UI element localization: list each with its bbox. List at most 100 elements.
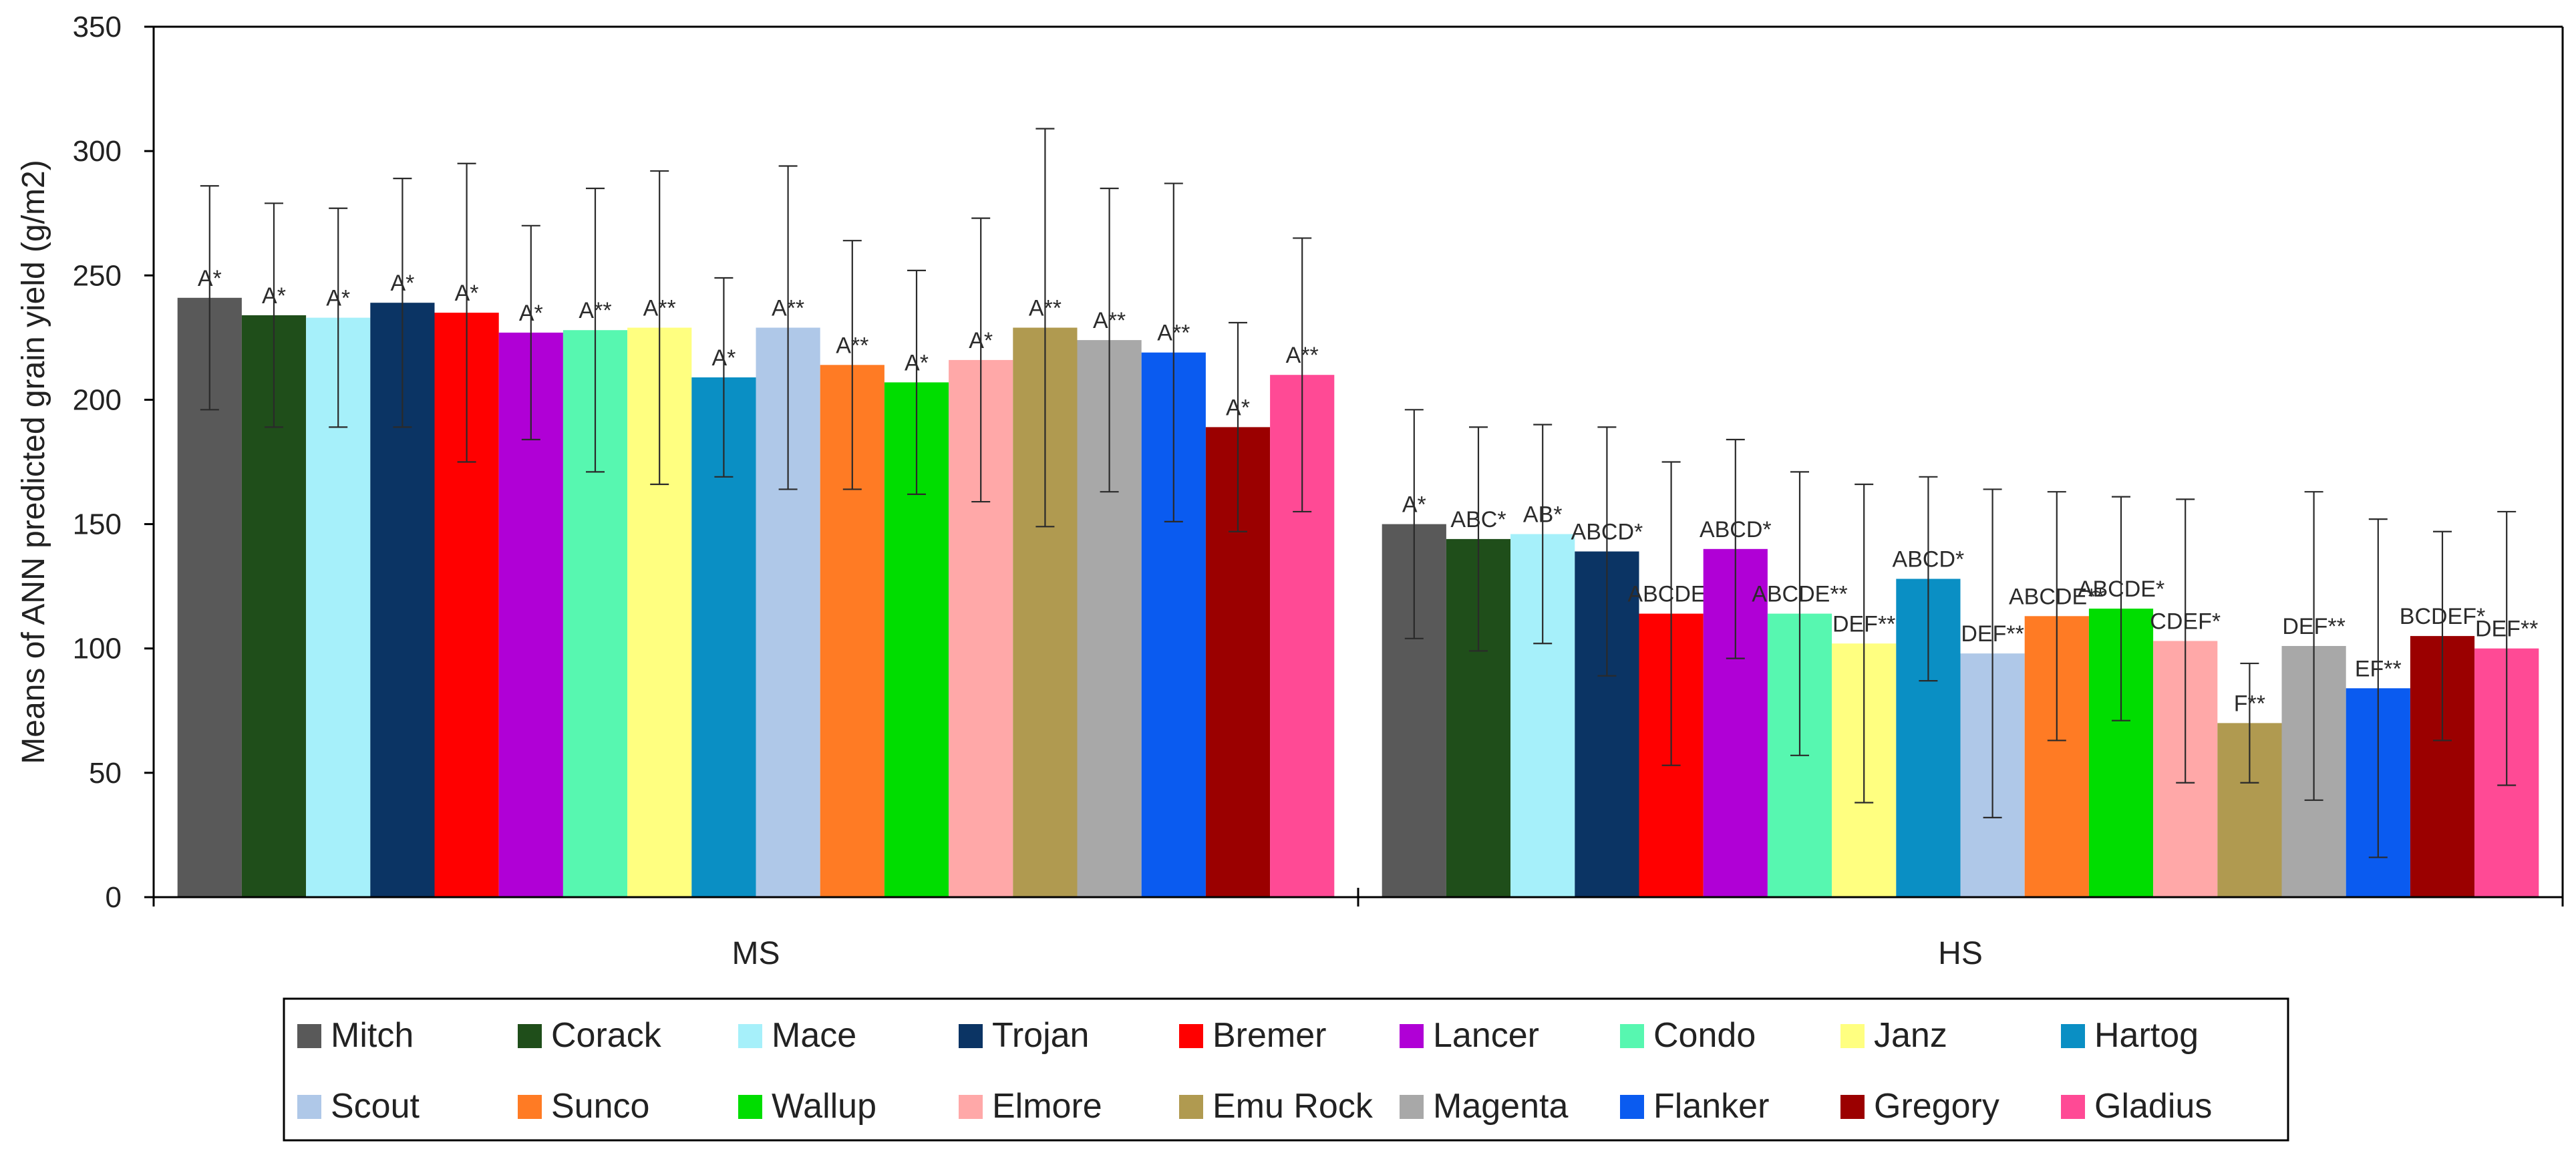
y-tick-label-150: 150 — [73, 508, 122, 541]
error-bar-ms-gladius — [1293, 237, 1312, 513]
legend-item-sunco: Sunco — [518, 1087, 649, 1126]
data-label-ms-flanker: A** — [1157, 321, 1190, 346]
legend-label: Sunco — [551, 1087, 649, 1126]
legend-item-mitch: Mitch — [297, 1016, 414, 1055]
error-bar-hs-scout — [1983, 488, 2002, 818]
y-axis-title: Means of ANN predicted grain yield (g/m2… — [16, 160, 51, 764]
error-bar-ms-elmore — [971, 217, 991, 503]
error-bar-ms-flanker — [1164, 182, 1183, 522]
error-bar-ms-janz — [650, 170, 669, 486]
data-label-hs-mitch: A* — [1402, 492, 1426, 518]
legend-label: Elmore — [992, 1087, 1102, 1126]
legend-label: Janz — [1874, 1016, 1947, 1055]
legend-box — [283, 997, 2289, 1142]
data-label-ms-gladius: A** — [1286, 343, 1319, 368]
legend-item-gladius: Gladius — [2061, 1087, 2212, 1126]
legend-swatch — [959, 1095, 983, 1119]
error-bar-ms-mitch — [200, 185, 219, 411]
data-label-hs-trojan: ABCD* — [1571, 520, 1643, 545]
error-bar-hs-hartog — [1919, 476, 1938, 682]
y-tick-label-250: 250 — [73, 259, 122, 292]
legend-item-emu-rock: Emu Rock — [1179, 1087, 1374, 1126]
legend-item-gregory: Gregory — [1840, 1087, 1999, 1126]
legend-label: Trojan — [992, 1016, 1089, 1055]
legend-label: Mace — [772, 1016, 856, 1055]
error-bar-ms-magenta — [1100, 187, 1119, 493]
data-label-ms-corack: A* — [262, 283, 286, 309]
data-label-hs-lancer: ABCD* — [1700, 517, 1772, 542]
legend-item-janz: Janz — [1840, 1016, 1947, 1055]
legend-swatch — [297, 1024, 321, 1048]
error-bar-ms-condo — [586, 187, 605, 473]
legend-label: Lancer — [1433, 1016, 1539, 1055]
data-label-hs-elmore: CDEF* — [2150, 609, 2221, 635]
data-label-ms-emu-rock: A** — [1029, 296, 1062, 321]
data-label-hs-condo: ABCDE** — [1752, 582, 1848, 607]
legend-swatch — [1620, 1024, 1644, 1048]
data-label-hs-magenta: DEF** — [2282, 614, 2345, 639]
y-tick-label-200: 200 — [73, 383, 122, 416]
legend-label: Magenta — [1433, 1087, 1568, 1126]
legend-swatch — [738, 1095, 762, 1119]
error-bar-hs-emu-rock — [2240, 662, 2259, 784]
error-bar-ms-sunco — [842, 240, 862, 490]
x-tick-label-ms: MS — [732, 936, 780, 971]
error-bar-ms-mace — [329, 207, 348, 428]
legend-label: Gladius — [2094, 1087, 2212, 1126]
error-bar-hs-mitch — [1404, 409, 1424, 639]
y-tick-label-100: 100 — [73, 633, 122, 665]
error-bar-ms-scout — [778, 165, 798, 490]
legend-label: Scout — [331, 1087, 420, 1126]
error-bar-ms-emu-rock — [1035, 128, 1055, 528]
legend-item-mace: Mace — [738, 1016, 856, 1055]
data-label-hs-wallup: ABCDE* — [2078, 577, 2164, 602]
legend-label: Flanker — [1653, 1087, 1769, 1126]
legend-swatch — [959, 1024, 983, 1048]
data-label-ms-magenta: A** — [1093, 308, 1126, 333]
legend-swatch — [518, 1024, 542, 1048]
legend-swatch — [1840, 1024, 1865, 1048]
data-label-hs-bremer: ABCDE* — [1627, 582, 1714, 607]
legend-swatch — [1620, 1095, 1644, 1119]
legend-swatch — [2061, 1095, 2085, 1119]
data-label-ms-scout: A** — [772, 296, 804, 321]
data-label-ms-hartog: A* — [711, 345, 736, 371]
error-bar-hs-janz — [1855, 483, 1874, 804]
legend-item-flanker: Flanker — [1620, 1087, 1769, 1126]
y-tick-label-300: 300 — [73, 135, 122, 168]
legend-swatch — [1400, 1095, 1424, 1119]
error-bar-hs-elmore — [2176, 498, 2195, 784]
legend-item-bremer: Bremer — [1179, 1016, 1326, 1055]
data-label-hs-corack: ABC* — [1450, 507, 1506, 532]
legend-swatch — [297, 1095, 321, 1119]
legend-swatch — [1840, 1095, 1865, 1119]
y-tick-label-0: 0 — [106, 881, 122, 914]
legend-item-magenta: Magenta — [1400, 1087, 1568, 1126]
data-label-ms-bremer: A* — [455, 281, 479, 306]
legend-item-wallup: Wallup — [738, 1087, 876, 1126]
data-label-hs-mace: AB* — [1523, 502, 1563, 528]
error-bar-ms-corack — [265, 202, 283, 428]
legend-label: Bremer — [1213, 1016, 1326, 1055]
error-bar-ms-gregory — [1229, 321, 1247, 532]
legend-swatch — [1400, 1024, 1424, 1048]
legend-label: Corack — [551, 1016, 662, 1055]
data-label-hs-scout: DEF** — [1961, 621, 2024, 647]
data-label-hs-hartog: ABCD* — [1893, 547, 1965, 572]
legend-item-scout: Scout — [297, 1087, 420, 1126]
legend-label: Gregory — [1874, 1087, 1999, 1126]
legend-swatch — [738, 1024, 762, 1048]
legend-item-corack: Corack — [518, 1016, 662, 1055]
data-label-ms-mitch: A* — [198, 266, 222, 291]
data-label-ms-elmore: A* — [969, 328, 993, 353]
data-label-ms-gregory: A* — [1226, 395, 1250, 420]
data-label-ms-trojan: A* — [390, 271, 414, 296]
data-label-ms-mace: A* — [326, 286, 350, 311]
legend-swatch — [2061, 1024, 2085, 1048]
error-bar-hs-gladius — [2497, 510, 2517, 786]
legend-label: Hartog — [2094, 1016, 2199, 1055]
data-label-ms-condo: A** — [579, 298, 611, 323]
legend: Mitch Corack Mace Trojan Bremer Lancer Condo Ja… — [283, 997, 2289, 1142]
legend-item-hartog: Hartog — [2061, 1016, 2199, 1055]
legend-swatch — [1179, 1024, 1203, 1048]
